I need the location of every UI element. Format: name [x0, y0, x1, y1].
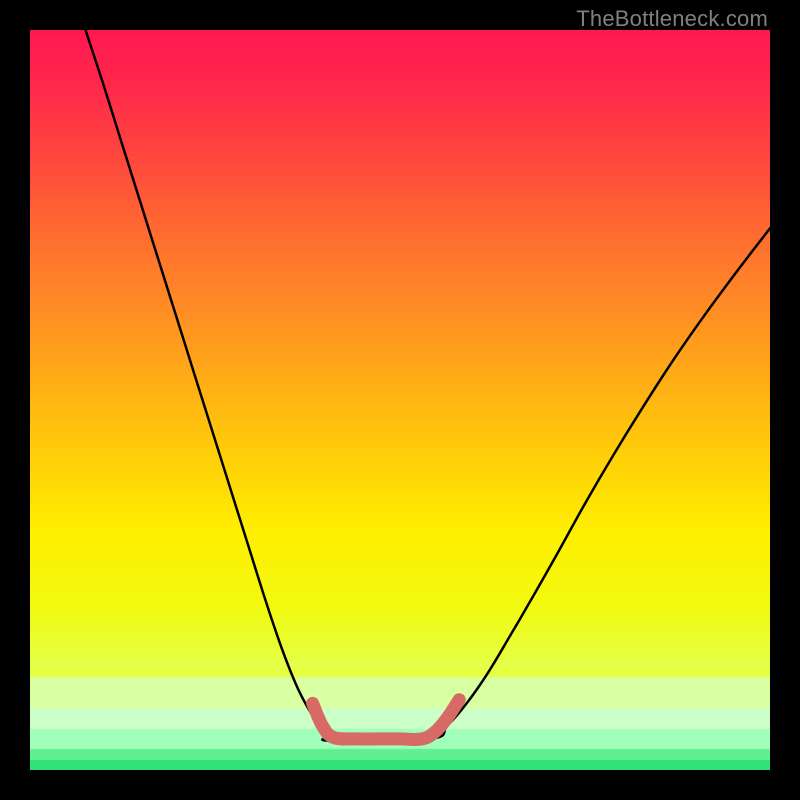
chart-frame: TheBottleneck.com — [0, 0, 800, 800]
highlighted-optimal-range — [313, 700, 460, 740]
bottleneck-curve — [86, 30, 771, 741]
watermark-text: TheBottleneck.com — [576, 6, 768, 32]
curve-layer — [30, 30, 770, 770]
plot-area — [30, 30, 770, 770]
